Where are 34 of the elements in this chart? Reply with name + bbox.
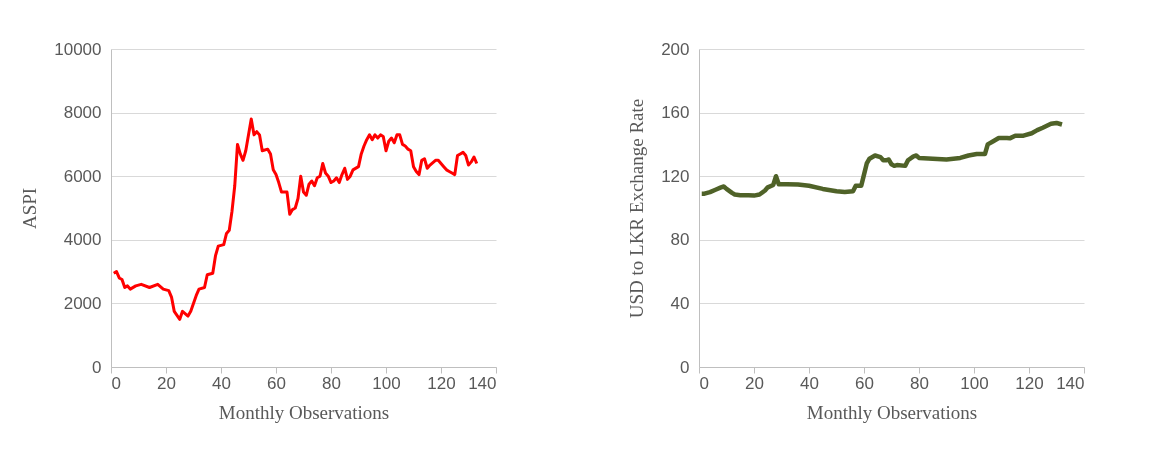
- y-axis-title: ASPI: [19, 187, 41, 230]
- x-axis-title: Monthly Observations: [218, 401, 390, 423]
- x-tick-label: 0: [111, 373, 121, 393]
- x-tick-label: 40: [212, 373, 231, 393]
- y-tick-label: 200: [661, 39, 690, 59]
- x-tick-label: 40: [800, 373, 819, 393]
- y-tick-label: 160: [661, 103, 690, 123]
- x-tick-label: 80: [910, 373, 929, 393]
- x-axis-title: Monthly Observations: [806, 401, 978, 423]
- x-tick-label: 140: [468, 373, 497, 393]
- x-tick-label: 20: [157, 373, 176, 393]
- y-tick-label: 2000: [63, 293, 102, 313]
- x-tick-label: 140: [1056, 373, 1085, 393]
- x-tick-label: 60: [855, 373, 874, 393]
- y-tick-label: 4000: [63, 230, 102, 250]
- x-tick-label: 120: [427, 373, 456, 393]
- y-axis-title: USD to LKR Exchange Rate: [626, 98, 648, 319]
- y-tick-label: 10000: [54, 39, 102, 59]
- x-tick-label: 120: [1015, 373, 1044, 393]
- y-tick-label: 120: [661, 166, 690, 186]
- line-series: [112, 117, 479, 321]
- y-tick-label: 8000: [63, 103, 102, 123]
- y-tick-label: 80: [670, 230, 690, 250]
- x-tick-label: 100: [372, 373, 401, 393]
- x-tick-label: 80: [322, 373, 341, 393]
- x-tick-label: 100: [960, 373, 989, 393]
- y-tick-label: 6000: [63, 166, 102, 186]
- x-tick-label: 60: [267, 373, 286, 393]
- x-tick-label: 20: [745, 373, 764, 393]
- line-series: [699, 120, 1065, 198]
- y-tick-label: 0: [92, 357, 102, 377]
- x-tick-label: 0: [699, 373, 709, 393]
- y-tick-label: 40: [670, 293, 690, 313]
- y-tick-label: 0: [680, 357, 690, 377]
